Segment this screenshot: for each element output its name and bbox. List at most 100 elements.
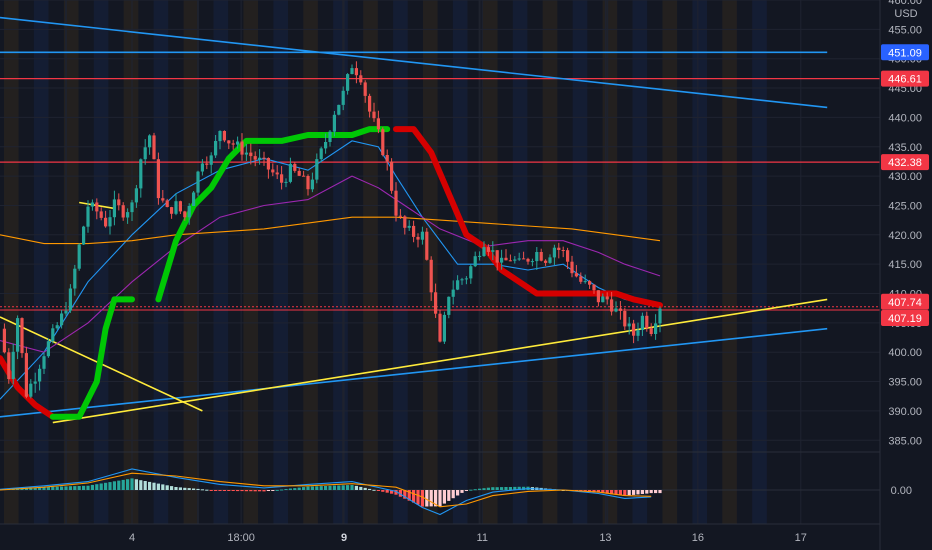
macd-histogram-bar (266, 490, 270, 491)
candle-body (121, 205, 125, 218)
macd-histogram-bar (152, 482, 156, 490)
macd-histogram-bar (310, 486, 314, 490)
candle-body (346, 74, 350, 91)
macd-histogram-bar (209, 490, 213, 491)
macd-histogram-bar (394, 490, 398, 495)
signal-line (0, 472, 652, 508)
candle-body (442, 314, 446, 342)
macd-histogram-bar (244, 490, 248, 492)
candle-body (170, 207, 174, 214)
macd-histogram-bar (262, 490, 266, 492)
macd-histogram-bar (38, 487, 42, 490)
candle-body (275, 172, 279, 175)
candle-body (561, 250, 565, 251)
candle-body (451, 289, 455, 297)
candle-body (530, 261, 534, 263)
macd-histogram-bar (368, 488, 372, 490)
macd-histogram-bar (442, 490, 446, 504)
session-band (572, 0, 588, 524)
candle-body (126, 212, 130, 218)
macd-histogram-bar (112, 481, 116, 490)
x-tick-label: 11 (477, 532, 488, 544)
candle-body (24, 353, 28, 397)
candle-body (90, 202, 94, 207)
candle-body (42, 356, 46, 369)
price-tag (881, 154, 929, 171)
candle-body (73, 268, 77, 289)
blue-trendline (0, 16, 828, 109)
candle-body (526, 258, 530, 262)
macd-histogram-bar (99, 483, 103, 490)
candle-body (649, 328, 653, 334)
y-tick-label: 385.00 (888, 435, 922, 447)
candle-body (302, 175, 306, 177)
candle-body (200, 163, 204, 172)
macd-histogram-bar (90, 484, 94, 490)
session-band (183, 0, 199, 524)
price-tag (881, 44, 929, 61)
price-tag-label: 407.74 (888, 297, 922, 309)
candle-body (425, 231, 429, 260)
candle-body (134, 188, 138, 203)
candle-body (376, 118, 380, 130)
candle-body (473, 256, 477, 267)
candle-body (16, 318, 20, 352)
moving-averages (0, 140, 661, 400)
macd-zero-label: 0.00 (891, 485, 912, 497)
x-tick-label: 17 (795, 532, 807, 544)
y-tick-label: 390.00 (888, 406, 922, 418)
macd-histogram-bar (486, 487, 490, 490)
y-tick-label: 440.00 (888, 112, 922, 124)
macd-histogram-bar (108, 482, 112, 490)
macd-histogram-bar (275, 489, 279, 491)
macd-histogram-bar (95, 484, 99, 490)
session-band (752, 0, 767, 524)
macd-histogram-bar (165, 485, 169, 490)
macd-histogram-bar (86, 485, 90, 490)
session-band (273, 0, 288, 524)
yellow-trendline (52, 298, 828, 424)
macd-pane: 0.00 (0, 468, 912, 516)
candle-body (178, 201, 182, 212)
macd-histogram-bar (187, 488, 191, 490)
macd-histogram-bar (605, 490, 609, 494)
candle-body (456, 280, 460, 290)
macd-histogram-bar (420, 490, 424, 507)
y-tick-label: 415.00 (888, 259, 922, 271)
macd-histogram-bar (227, 490, 231, 491)
macd-histogram-bar (464, 490, 468, 491)
session-band (482, 0, 498, 524)
session-band (63, 0, 79, 524)
moving-average-line (0, 216, 661, 245)
macd-histogram-bar (596, 490, 600, 493)
candle-body (205, 163, 209, 165)
candle-body (570, 261, 574, 274)
macd-histogram-bar (425, 490, 429, 507)
candle-body (579, 276, 583, 282)
macd-histogram-bar (376, 490, 380, 491)
candle-body (447, 296, 451, 315)
candle-body (222, 131, 226, 141)
candle-body (654, 323, 658, 334)
macd-histogram-bar (451, 490, 455, 499)
macd-histogram-bar (491, 487, 495, 490)
candle-body (258, 157, 262, 160)
session-band (4, 0, 19, 524)
candle-body (429, 259, 433, 293)
macd-histogram-bar (324, 486, 328, 490)
macd-histogram-bar (513, 486, 517, 490)
candle-body (469, 266, 473, 279)
candle-body (249, 152, 253, 157)
candle-body (645, 315, 649, 329)
macd-histogram-bar (649, 490, 653, 494)
candle-body (192, 192, 196, 206)
candle-body (341, 90, 345, 105)
y-tick-label: 395.00 (888, 377, 922, 389)
candle-body (139, 159, 143, 189)
candle-body (548, 257, 552, 263)
macd-histogram-bar (236, 490, 240, 492)
candle-body (491, 250, 495, 252)
candle-body (557, 247, 561, 250)
macd-histogram-bar (134, 479, 138, 490)
